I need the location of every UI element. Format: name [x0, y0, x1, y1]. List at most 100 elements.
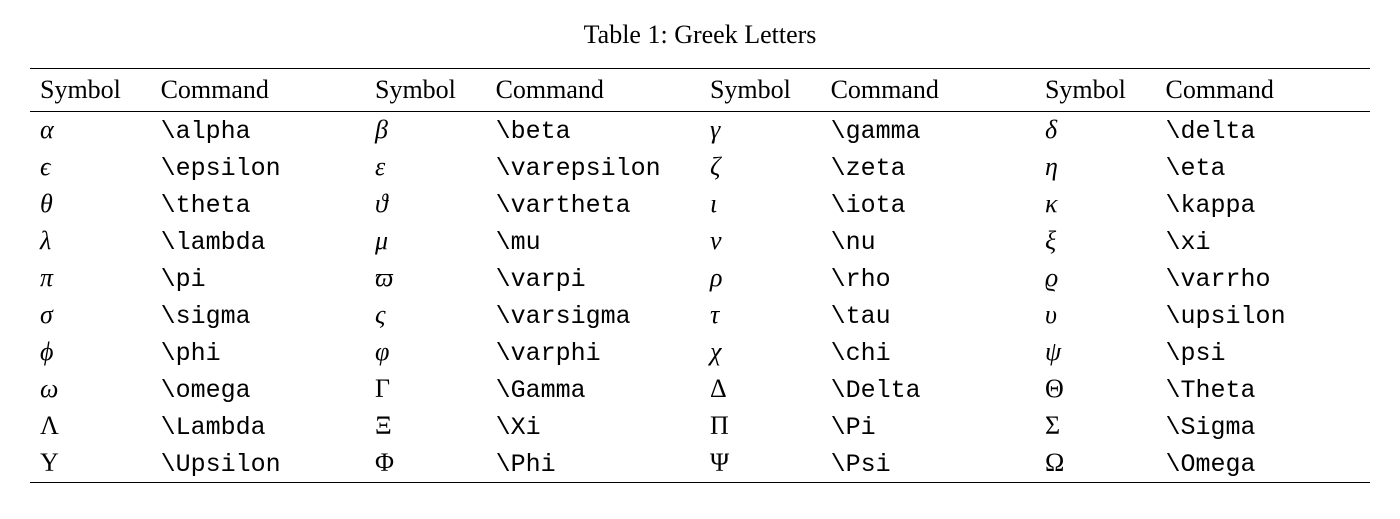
command-cell: \theta	[151, 186, 365, 223]
symbol-cell: δ	[1035, 112, 1156, 150]
table-row: Υ\UpsilonΦ\PhiΨ\PsiΩ\Omega	[30, 445, 1370, 483]
col-header: Symbol	[700, 69, 821, 112]
command-cell: \Psi	[821, 445, 1035, 483]
command-cell: \Theta	[1156, 371, 1370, 408]
greek-letters-table: Symbol Command Symbol Command Symbol Com…	[30, 68, 1370, 483]
symbol-cell: π	[30, 260, 151, 297]
symbol-cell: ξ	[1035, 223, 1156, 260]
table-row: ω\omegaΓ\GammaΔ\DeltaΘ\Theta	[30, 371, 1370, 408]
symbol-cell: ϵ	[30, 149, 151, 186]
command-cell: \sigma	[151, 297, 365, 334]
symbol-cell: ϑ	[365, 186, 486, 223]
command-cell: \Phi	[486, 445, 700, 483]
command-cell: \zeta	[821, 149, 1035, 186]
symbol-cell: Σ	[1035, 408, 1156, 445]
col-header: Symbol	[365, 69, 486, 112]
symbol-cell: υ	[1035, 297, 1156, 334]
command-cell: \upsilon	[1156, 297, 1370, 334]
symbol-cell: Ψ	[700, 445, 821, 483]
symbol-cell: χ	[700, 334, 821, 371]
command-cell: \omega	[151, 371, 365, 408]
command-cell: \Gamma	[486, 371, 700, 408]
command-cell: \chi	[821, 334, 1035, 371]
command-cell: \pi	[151, 260, 365, 297]
command-cell: \vartheta	[486, 186, 700, 223]
symbol-cell: ε	[365, 149, 486, 186]
command-cell: \Omega	[1156, 445, 1370, 483]
table-body: α\alphaβ\betaγ\gammaδ\deltaϵ\epsilonε\va…	[30, 112, 1370, 483]
symbol-cell: φ	[365, 334, 486, 371]
command-cell: \Lambda	[151, 408, 365, 445]
table-row: θ\thetaϑ\varthetaι\iotaκ\kappa	[30, 186, 1370, 223]
table-caption: Table 1: Greek Letters	[30, 20, 1370, 50]
table-row: ϕ\phiφ\varphiχ\chiψ\psi	[30, 334, 1370, 371]
symbol-cell: Γ	[365, 371, 486, 408]
command-cell: \xi	[1156, 223, 1370, 260]
symbol-cell: ν	[700, 223, 821, 260]
command-cell: \gamma	[821, 112, 1035, 150]
symbol-cell: μ	[365, 223, 486, 260]
command-cell: \beta	[486, 112, 700, 150]
col-header: Command	[821, 69, 1035, 112]
symbol-cell: ϖ	[365, 260, 486, 297]
col-header: Symbol	[30, 69, 151, 112]
command-cell: \epsilon	[151, 149, 365, 186]
command-cell: \varpi	[486, 260, 700, 297]
symbol-cell: Δ	[700, 371, 821, 408]
symbol-cell: Λ	[30, 408, 151, 445]
col-header: Command	[1156, 69, 1370, 112]
command-cell: \lambda	[151, 223, 365, 260]
table-row: π\piϖ\varpiρ\rhoϱ\varrho	[30, 260, 1370, 297]
symbol-cell: θ	[30, 186, 151, 223]
command-cell: \Delta	[821, 371, 1035, 408]
symbol-cell: ι	[700, 186, 821, 223]
command-cell: \Sigma	[1156, 408, 1370, 445]
command-cell: \tau	[821, 297, 1035, 334]
command-cell: \alpha	[151, 112, 365, 150]
table-row: σ\sigmaς\varsigmaτ\tauυ\upsilon	[30, 297, 1370, 334]
symbol-cell: η	[1035, 149, 1156, 186]
command-cell: \varepsilon	[486, 149, 700, 186]
symbol-cell: β	[365, 112, 486, 150]
command-cell: \eta	[1156, 149, 1370, 186]
command-cell: \Upsilon	[151, 445, 365, 483]
table-row: ϵ\epsilonε\varepsilonζ\zetaη\eta	[30, 149, 1370, 186]
command-cell: \Pi	[821, 408, 1035, 445]
symbol-cell: γ	[700, 112, 821, 150]
command-cell: \varrho	[1156, 260, 1370, 297]
symbol-cell: Ω	[1035, 445, 1156, 483]
command-cell: \Xi	[486, 408, 700, 445]
command-cell: \varsigma	[486, 297, 700, 334]
symbol-cell: ζ	[700, 149, 821, 186]
command-cell: \psi	[1156, 334, 1370, 371]
command-cell: \mu	[486, 223, 700, 260]
symbol-cell: σ	[30, 297, 151, 334]
symbol-cell: κ	[1035, 186, 1156, 223]
command-cell: \rho	[821, 260, 1035, 297]
symbol-cell: Φ	[365, 445, 486, 483]
table-row: λ\lambdaμ\muν\nuξ\xi	[30, 223, 1370, 260]
col-header: Command	[486, 69, 700, 112]
col-header: Symbol	[1035, 69, 1156, 112]
symbol-cell: ω	[30, 371, 151, 408]
command-cell: \phi	[151, 334, 365, 371]
symbol-cell: λ	[30, 223, 151, 260]
symbol-cell: Π	[700, 408, 821, 445]
command-cell: \delta	[1156, 112, 1370, 150]
symbol-cell: ϕ	[30, 334, 151, 371]
col-header: Command	[151, 69, 365, 112]
symbol-cell: τ	[700, 297, 821, 334]
command-cell: \varphi	[486, 334, 700, 371]
command-cell: \kappa	[1156, 186, 1370, 223]
symbol-cell: Ξ	[365, 408, 486, 445]
table-header-row: Symbol Command Symbol Command Symbol Com…	[30, 69, 1370, 112]
symbol-cell: Υ	[30, 445, 151, 483]
table-row: α\alphaβ\betaγ\gammaδ\delta	[30, 112, 1370, 150]
symbol-cell: ς	[365, 297, 486, 334]
symbol-cell: ψ	[1035, 334, 1156, 371]
command-cell: \nu	[821, 223, 1035, 260]
symbol-cell: Θ	[1035, 371, 1156, 408]
command-cell: \iota	[821, 186, 1035, 223]
symbol-cell: α	[30, 112, 151, 150]
table-row: Λ\LambdaΞ\XiΠ\PiΣ\Sigma	[30, 408, 1370, 445]
